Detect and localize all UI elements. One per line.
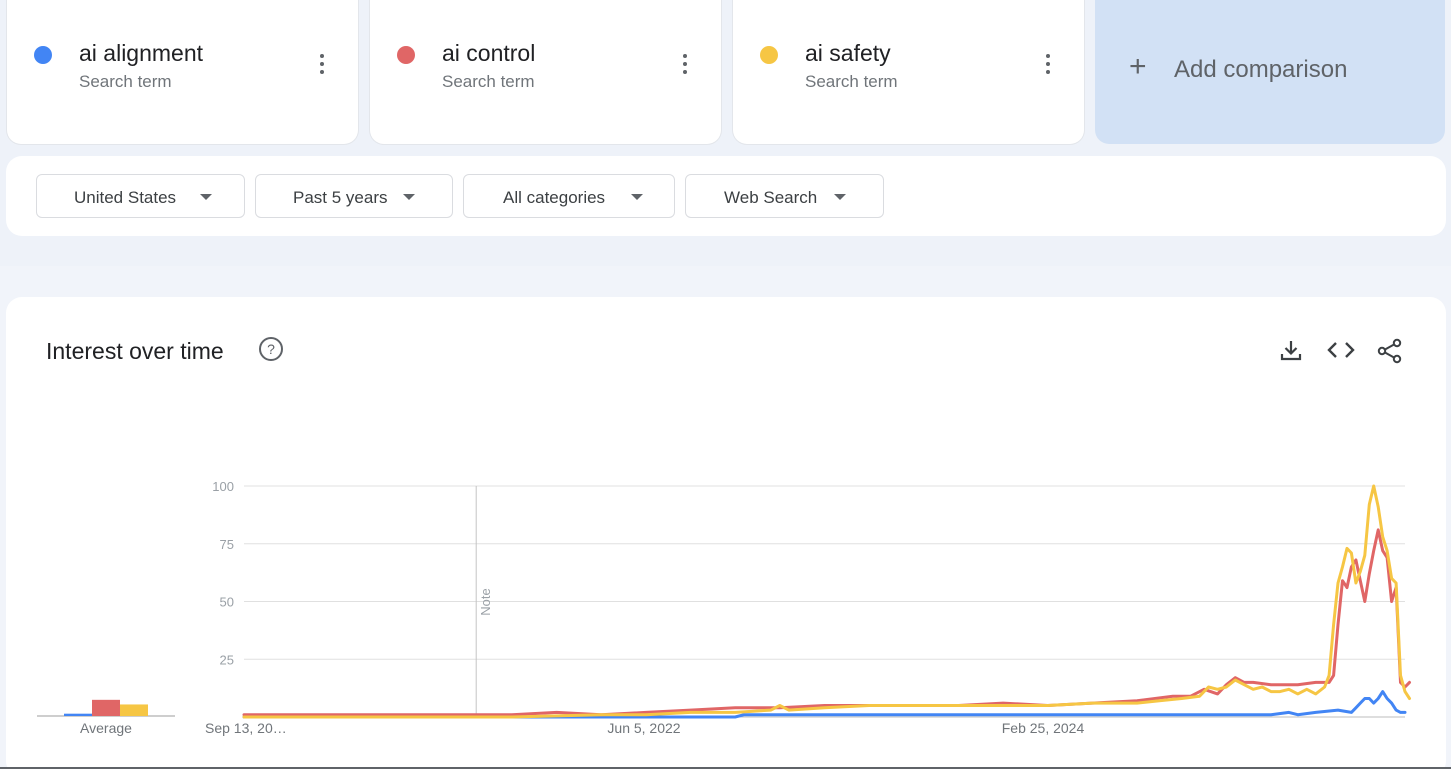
more-vert-icon[interactable] [310, 52, 334, 80]
y-tick-label: 50 [220, 595, 234, 610]
caret-down-icon [200, 194, 212, 200]
term-name[interactable]: ai alignment [79, 40, 204, 66]
x-tick-label: Feb 25, 2024 [1002, 720, 1085, 736]
filter-region-dropdown[interactable]: United States [36, 174, 245, 218]
x-tick-label: Jun 5, 2022 [607, 720, 680, 736]
help-icon[interactable]: ? [258, 336, 284, 362]
y-tick-label: 25 [220, 652, 234, 667]
svg-text:?: ? [267, 341, 275, 357]
add-comparison-label: Add comparison [1174, 56, 1348, 83]
window-bottom-edge [0, 767, 1451, 769]
term-card-ai-control[interactable]: ai control Search term [370, 0, 721, 144]
plus-icon: + [1129, 50, 1147, 83]
filter-label: Past 5 years [293, 188, 388, 207]
filter-category-dropdown[interactable]: All categories [463, 174, 675, 218]
average-bar-ai-alignment [64, 713, 92, 716]
filter-label: All categories [503, 188, 606, 207]
share-icon[interactable] [1377, 338, 1403, 364]
filter-bar: United States Past 5 years All categorie… [6, 156, 1446, 236]
term-card-ai-safety[interactable]: ai safety Search term [733, 0, 1084, 144]
series-line-ai-alignment [242, 690, 1407, 719]
filter-label: United States [74, 188, 177, 207]
term-subtitle: Search term [442, 72, 535, 91]
average-bar-ai-safety [120, 704, 148, 716]
term-name[interactable]: ai control [442, 40, 536, 66]
term-subtitle: Search term [805, 72, 898, 91]
add-comparison-button[interactable]: + Add comparison [1095, 0, 1445, 144]
term-color-dot [760, 46, 778, 64]
filter-search-type-dropdown[interactable]: Web Search [685, 174, 884, 218]
download-icon[interactable] [1279, 338, 1303, 362]
term-name[interactable]: ai safety [805, 40, 891, 66]
panel-title: Interest over time [46, 338, 224, 364]
term-subtitle: Search term [79, 72, 172, 91]
term-color-dot [397, 46, 415, 64]
term-card-ai-alignment[interactable]: ai alignment Search term [7, 0, 358, 144]
filter-time-range-dropdown[interactable]: Past 5 years [255, 174, 453, 218]
filter-label: Web Search [724, 188, 818, 207]
y-tick-label: 100 [212, 479, 234, 494]
caret-down-icon [631, 194, 643, 200]
note-annotation-label: Note [478, 588, 493, 615]
y-tick-label: 75 [220, 537, 234, 552]
more-vert-icon[interactable] [1036, 52, 1060, 80]
series-line-ai-safety [242, 484, 1411, 719]
x-tick-label: Sep 13, 20… [205, 720, 287, 736]
embed-code-icon[interactable] [1327, 338, 1355, 362]
more-vert-icon[interactable] [673, 52, 697, 80]
average-label: Average [80, 720, 132, 736]
average-bar-ai-control [92, 699, 120, 716]
caret-down-icon [834, 194, 846, 200]
series-line-ai-control [242, 528, 1411, 717]
term-color-dot [34, 46, 52, 64]
caret-down-icon [403, 194, 415, 200]
